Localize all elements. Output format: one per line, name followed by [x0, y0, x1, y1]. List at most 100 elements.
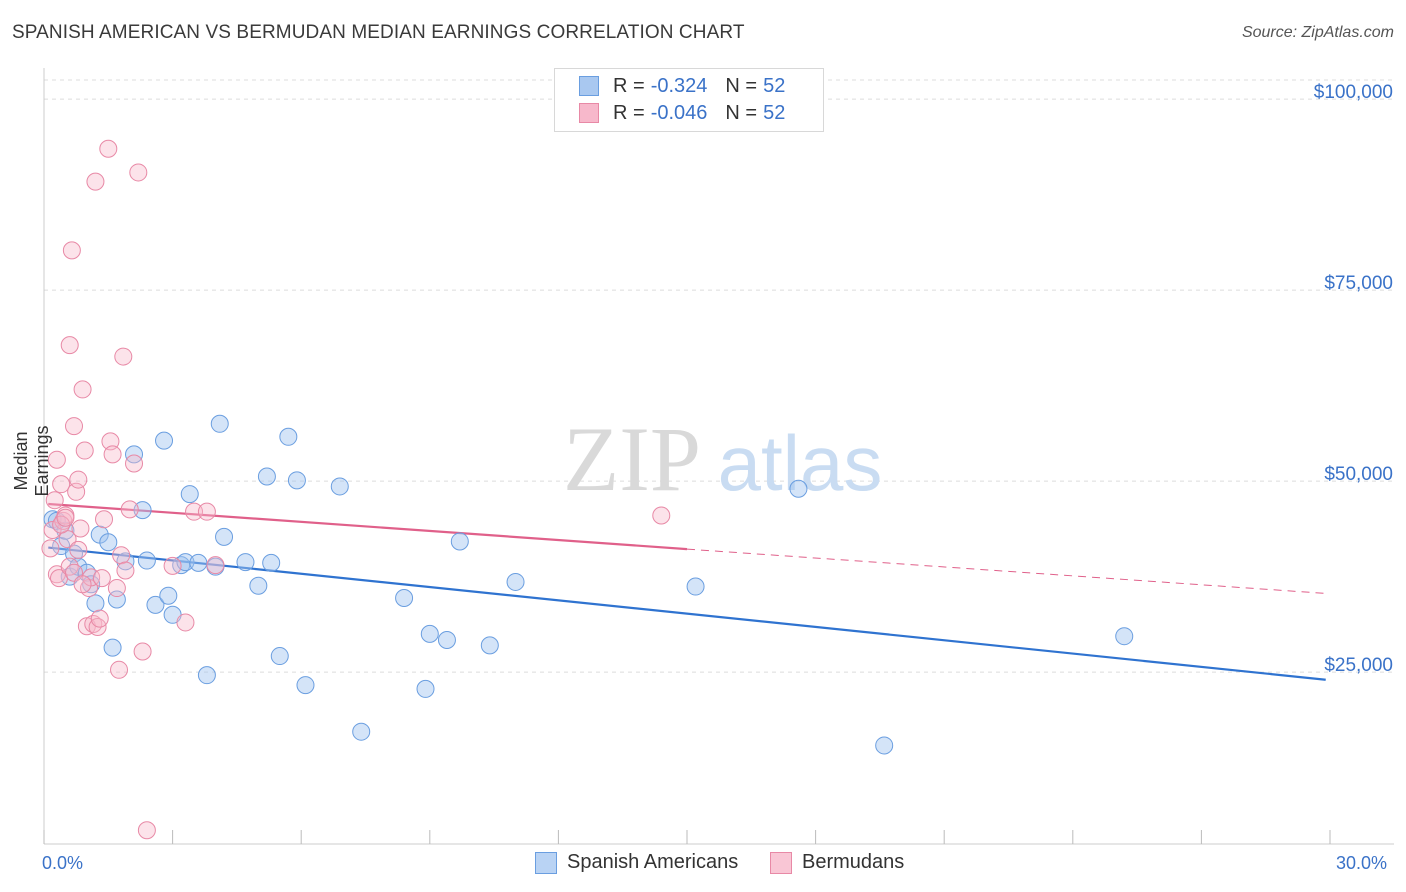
point-spanish-american: [197, 666, 216, 685]
legend-n-value: 52: [763, 101, 786, 124]
data-points: [41, 139, 1134, 840]
point-bermudan: [60, 336, 79, 355]
trend-line-bermudan: [48, 502, 688, 551]
legend-n-label: N =: [725, 101, 758, 124]
point-spanish-american: [262, 553, 281, 572]
point-spanish-american: [99, 533, 118, 552]
legend-n-value: 52: [763, 74, 786, 97]
trend-line-spanish-american: [48, 546, 1326, 681]
point-spanish-american: [1115, 627, 1134, 646]
y-tick-label: $75,000: [1324, 273, 1393, 294]
point-spanish-american: [137, 551, 156, 570]
bottom-legend-bermudan: Bermudans: [770, 851, 904, 874]
point-bermudan: [73, 575, 92, 594]
legend-row-bermudan: R = -0.046 N = 52: [579, 100, 785, 126]
x-tick-label-max: 30.0%: [1336, 853, 1388, 873]
legend-n-label: N =: [725, 74, 758, 97]
point-spanish-american: [146, 595, 165, 614]
bottom-legend-spanish: Spanish Americans: [535, 851, 738, 874]
y-tick-label: $50,000: [1324, 464, 1393, 485]
point-bermudan: [114, 347, 133, 366]
trend-line-bermudan-extension: [686, 548, 1326, 594]
x-tick-label-min: 0.0%: [42, 853, 84, 873]
point-spanish-american: [133, 501, 152, 520]
point-bermudan: [41, 539, 60, 558]
point-spanish-american: [330, 477, 349, 496]
point-spanish-american: [437, 631, 456, 650]
point-spanish-american: [249, 576, 268, 595]
point-spanish-american: [352, 722, 371, 741]
point-spanish-american: [189, 553, 208, 572]
watermark-zip: ZIP: [563, 408, 701, 510]
source-credit: Source: ZipAtlas.com: [1241, 24, 1394, 41]
point-spanish-american: [86, 594, 105, 613]
watermark: ZIP atlas: [563, 408, 882, 510]
point-spanish-american: [159, 586, 178, 605]
point-spanish-american: [236, 553, 255, 572]
point-spanish-american: [450, 532, 469, 551]
chart-title: SPANISH AMERICAN VS BERMUDAN MEDIAN EARN…: [12, 22, 745, 43]
point-bermudan: [75, 441, 94, 460]
y-tick-label: $100,000: [1314, 82, 1393, 103]
point-spanish-american: [506, 572, 525, 591]
point-bermudan: [47, 450, 66, 469]
point-bermudan: [62, 241, 81, 260]
point-bermudan: [116, 561, 135, 580]
point-bermudan: [163, 556, 182, 575]
legend-r-value: -0.046: [650, 101, 708, 124]
point-bermudan: [129, 163, 148, 182]
legend-row-spanish: R = -0.324 N = 52: [579, 73, 785, 99]
point-bermudan: [110, 660, 129, 679]
point-bermudan: [56, 508, 75, 527]
bottom-legend-swatch-spanish: [535, 851, 557, 874]
legend-r-value: -0.324: [650, 74, 708, 97]
point-bermudan: [206, 556, 225, 575]
point-spanish-american: [789, 479, 808, 498]
legend-r-label: R =: [613, 74, 645, 97]
point-bermudan: [65, 417, 84, 436]
point-spanish-american: [420, 624, 439, 643]
grid-lines: [44, 79, 1394, 673]
watermark-atlas: atlas: [718, 419, 883, 507]
point-spanish-american: [686, 577, 705, 596]
point-bermudan: [71, 519, 90, 538]
point-spanish-american: [395, 588, 414, 607]
point-bermudan: [176, 613, 195, 632]
point-spanish-american: [875, 736, 894, 755]
point-spanish-american: [287, 471, 306, 490]
point-spanish-american: [279, 427, 298, 446]
legend-swatch-spanish: [579, 76, 599, 96]
point-bermudan: [652, 506, 671, 525]
point-bermudan: [133, 642, 152, 661]
trend-lines: [48, 502, 1326, 681]
point-spanish-american: [210, 414, 229, 433]
point-bermudan: [103, 445, 122, 464]
point-spanish-american: [416, 679, 435, 698]
point-bermudan: [69, 470, 88, 489]
point-spanish-american: [215, 527, 234, 546]
point-bermudan: [95, 510, 114, 529]
legend-r-label: R =: [613, 101, 645, 124]
point-bermudan: [125, 454, 144, 473]
point-bermudan: [112, 546, 131, 565]
y-tick-label: $25,000: [1324, 655, 1393, 676]
point-bermudan: [137, 821, 156, 840]
point-spanish-american: [480, 636, 499, 655]
point-spanish-american: [155, 431, 174, 450]
point-spanish-american: [180, 485, 199, 504]
point-spanish-american: [103, 638, 122, 657]
point-spanish-american: [125, 445, 144, 464]
point-bermudan: [99, 139, 118, 158]
point-bermudan: [90, 609, 109, 628]
point-spanish-american: [270, 647, 289, 666]
y-axis-label: Median Earnings: [11, 425, 52, 497]
point-bermudan: [73, 380, 92, 399]
axes: [43, 68, 1394, 845]
bottom-legend-label-bermudan: Bermudans: [802, 851, 905, 873]
point-bermudan: [86, 172, 105, 191]
point-bermudan: [52, 475, 71, 494]
point-bermudan: [69, 540, 88, 559]
point-bermudan: [185, 502, 204, 521]
point-bermudan: [120, 500, 139, 519]
